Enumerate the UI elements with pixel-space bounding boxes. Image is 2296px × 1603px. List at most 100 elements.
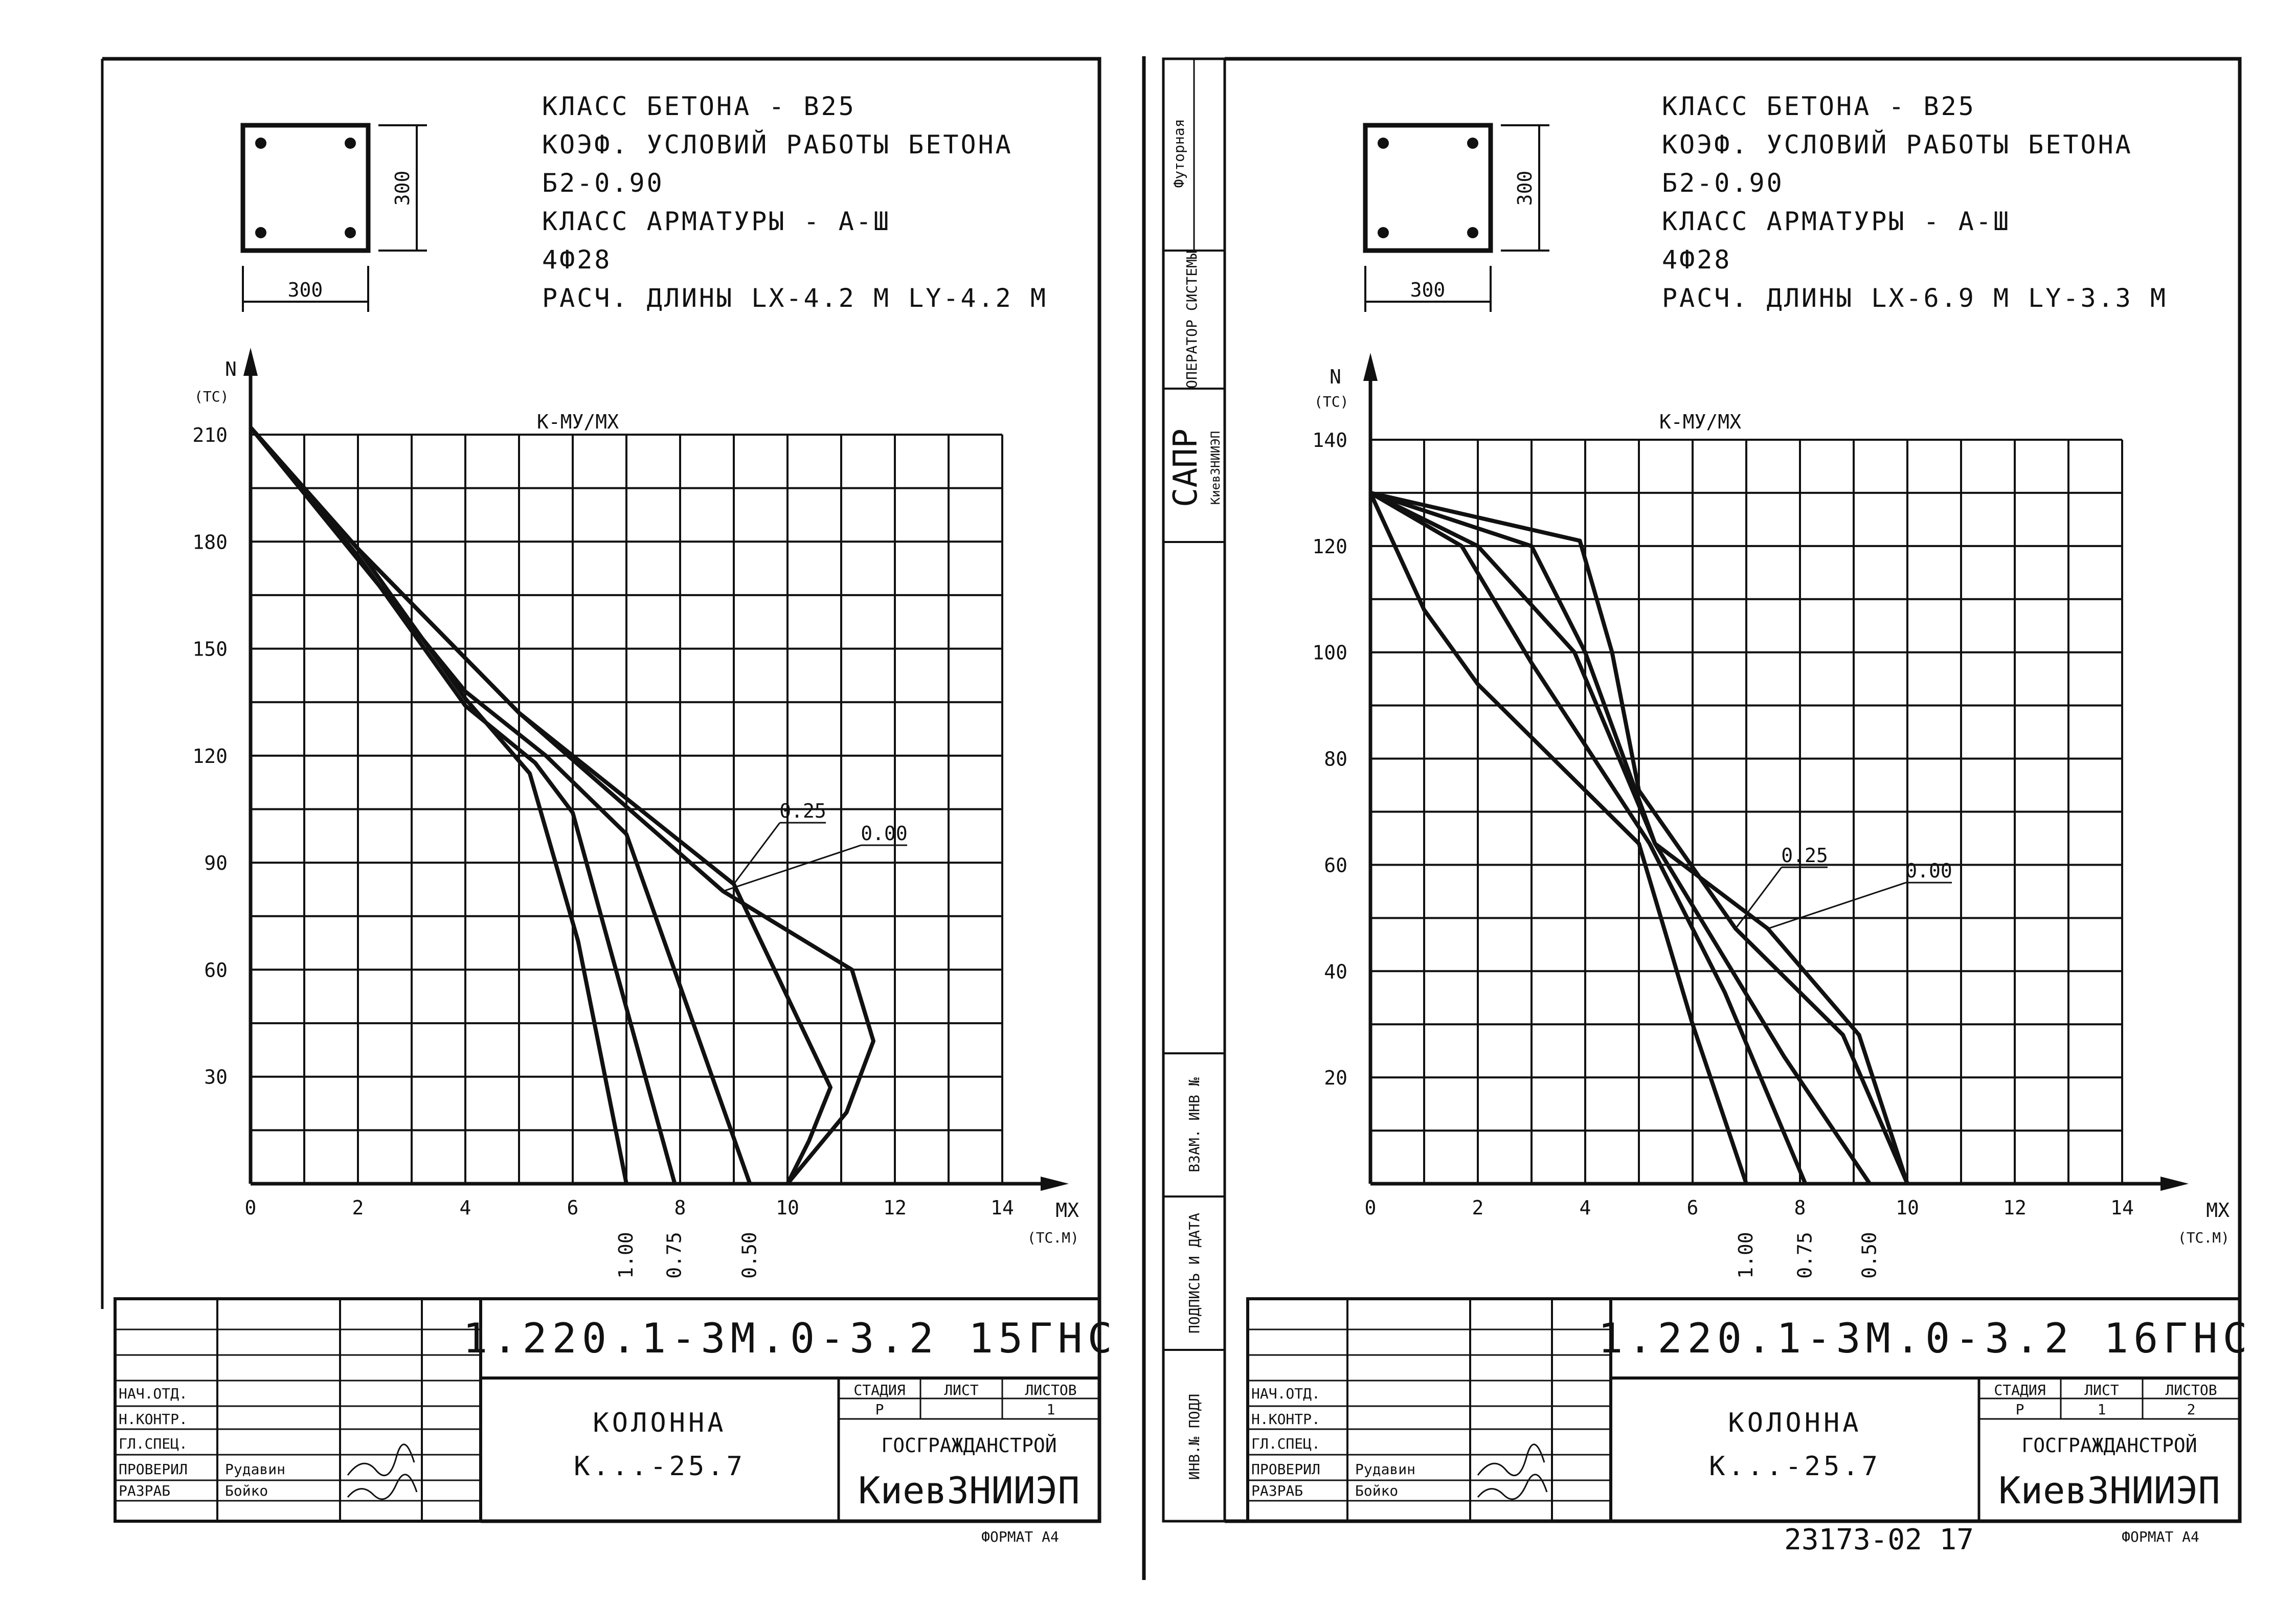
role-gl-spec: ГЛ.СПЕЦ. (1251, 1435, 1320, 1452)
sheet-1-header: КЛАСС БЕТОНА - B25 КОЭФ. УСЛОВИЙ РАБОТЫ … (542, 92, 1048, 313)
role-proveril: ПРОВЕРИЛ (119, 1461, 188, 1478)
x-tick-label: 8 (1794, 1196, 1806, 1219)
name-razrab: Бойко (225, 1482, 268, 1499)
role-razrab: РАЗРАБ (119, 1482, 170, 1499)
signature-icon (1477, 1474, 1548, 1500)
x-axis-arrow-icon (1041, 1177, 1069, 1191)
series-label: 0.50 (738, 1232, 761, 1279)
x-tick-label: 10 (1896, 1196, 1919, 1219)
series-line-0.00 (249, 426, 875, 1185)
x-axis-label: МХ (2206, 1199, 2230, 1222)
concrete-coef-label: КОЭФ. УСЛОВИЙ РАБОТЫ БЕТОНА (1662, 129, 2133, 160)
series-label: 0.00 (861, 822, 908, 845)
signature-icon (1477, 1443, 1545, 1477)
series-label: 0.25 (1781, 844, 1828, 867)
concrete-coef-label: КОЭФ. УСЛОВИЙ РАБОТЫ БЕТОНА (542, 129, 1013, 160)
sheet-2-title-block: НАЧ.ОТД. Н.КОНТР. ГЛ.СПЕЦ. ПРОВЕРИЛ РАЗР… (1246, 1297, 2247, 1556)
x-tick-label: 0 (1365, 1196, 1377, 1219)
y-tick-label: 60 (1324, 854, 1347, 876)
x-tick-label: 0 (245, 1196, 257, 1219)
y-axis-label: N (1330, 366, 1341, 388)
design-lengths: РАСЧ. ДЛИНЫ LX-6.9 М LY-3.3 М (1662, 283, 2168, 313)
y-tick-label: 120 (1312, 535, 1347, 558)
podpis-label: ПОДПИСЬ И ДАТА (1186, 1213, 1203, 1334)
rebar-icon (1378, 138, 1389, 149)
kiev-label: КиевЗНИИЭП (1208, 431, 1223, 505)
x-tick-label: 4 (460, 1196, 471, 1219)
sheet-1-title-block: НАЧ.ОТД. Н.КОНТР. ГЛ.СПЕЦ. ПРОВЕРИЛ РАЗР… (114, 1297, 1112, 1545)
series-label: 0.50 (1858, 1232, 1881, 1279)
y-axis-arrow-icon (243, 348, 258, 376)
role-n-kontr: Н.КОНТР. (119, 1411, 188, 1428)
series-line-0.50 (1369, 491, 1872, 1185)
rebar-class: КЛАСС АРМАТУРЫ - А-Ш (1662, 207, 2011, 236)
name-proveril: Рудавин (1355, 1461, 1415, 1478)
x-axis-label: МХ (1055, 1199, 1079, 1222)
y-axis-arrow-icon (1363, 353, 1378, 381)
sheet-1: 300 300 КЛАСС БЕТОНА - B25 КОЭФ. УСЛОВИЙ… (101, 57, 1112, 1545)
role-proveril: ПРОВЕРИЛ (1251, 1461, 1320, 1478)
institute: КиевЗНИИЭП (1998, 1469, 2220, 1512)
organization: ГОСГРАЖДАНСТРОЙ (2021, 1434, 2197, 1457)
series-label: 1.00 (615, 1232, 637, 1279)
section-outline (240, 123, 371, 253)
institute: КиевЗНИИЭП (858, 1469, 1079, 1512)
y-tick-label: 40 (1324, 960, 1347, 983)
signature-icon (347, 1443, 415, 1477)
series-label: 0.75 (663, 1232, 686, 1279)
rebar-icon (345, 227, 356, 238)
concrete-coef-value: Б2-0.90 (542, 168, 664, 198)
sheet-2-header: КЛАСС БЕТОНА - B25 КОЭФ. УСЛОВИЙ РАБОТЫ … (1662, 92, 2168, 313)
series-label: 0.75 (1794, 1232, 1816, 1279)
sheets-value: 2 (2187, 1401, 2196, 1418)
format-label: ФОРМАТ А4 (2122, 1528, 2199, 1545)
y-tick-label: 210 (192, 424, 228, 446)
series-label: 0.25 (779, 800, 826, 822)
y-tick-label: 120 (192, 745, 228, 767)
chart-title: К-МУ/МХ (537, 411, 619, 433)
series-line-0.50 (249, 426, 752, 1185)
y-axis-unit: (ТС) (194, 388, 229, 405)
inv-podl-label: ИНВ.№ ПОДЛ (1186, 1394, 1203, 1480)
x-tick-label: 4 (1580, 1196, 1591, 1219)
x-axis-unit: (ТС.М) (2178, 1229, 2230, 1246)
sheet-1-section: 300 300 (240, 123, 427, 312)
x-tick-label: 2 (1472, 1196, 1484, 1219)
sapr-label: САПР (1167, 428, 1205, 507)
futorial-label: Футорная (1170, 119, 1187, 188)
role-nach-otd: НАЧ.ОТД. (119, 1385, 188, 1402)
design-lengths: РАСЧ. ДЛИНЫ LX-4.2 М LY-4.2 М (542, 283, 1048, 313)
rebar-icon (1467, 138, 1478, 149)
stage-header: СТАДИЯ (853, 1382, 905, 1398)
y-tick-label: 80 (1324, 748, 1347, 771)
side-strip: Футорная ОПЕРАТОР СИСТЕМЫ САПР КиевЗНИИЭ… (1162, 57, 1226, 1523)
concrete-class: КЛАСС БЕТОНА - B25 (542, 92, 856, 121)
name-razrab: Бойко (1355, 1482, 1398, 1499)
concrete-class: КЛАСС БЕТОНА - B25 (1662, 92, 1976, 121)
x-tick-label: 2 (352, 1196, 364, 1219)
series-line-0.75 (1369, 491, 1808, 1185)
series-label: 0.00 (1905, 860, 1952, 882)
section-outline (1363, 123, 1493, 253)
x-tick-label: 14 (991, 1196, 1014, 1219)
y-tick-label: 180 (192, 531, 228, 553)
operator-label: ОПЕРАТОР СИСТЕМЫ (1183, 251, 1200, 389)
stage-value: Р (2016, 1401, 2024, 1418)
y-tick-label: 30 (204, 1066, 228, 1089)
section-height-label: 300 (1514, 171, 1536, 206)
x-tick-label: 12 (2003, 1196, 2027, 1219)
y-tick-label: 60 (204, 959, 228, 981)
element-name: КОЛОННА (593, 1408, 726, 1438)
series-label: 1.00 (1735, 1232, 1757, 1279)
sheets-header: ЛИСТОВ (2165, 1382, 2217, 1398)
rebar-spec: 4Ф28 (1662, 245, 1731, 275)
series-line-0.00 (1369, 491, 1909, 1185)
rebar-icon (345, 138, 356, 149)
sheets-value: 1 (1047, 1401, 1055, 1418)
archive-stamp: 23173-02 17 (1784, 1523, 1974, 1556)
interaction-chart-2: 0 2 4 6 8 10 12 14 20 40 60 80 100 120 140 1.00 0.75 0.50… (1312, 353, 2230, 1279)
series-leader (1767, 882, 1906, 930)
rebar-icon (1378, 227, 1389, 238)
x-tick-label: 10 (776, 1196, 799, 1219)
rebar-icon (1467, 227, 1478, 238)
